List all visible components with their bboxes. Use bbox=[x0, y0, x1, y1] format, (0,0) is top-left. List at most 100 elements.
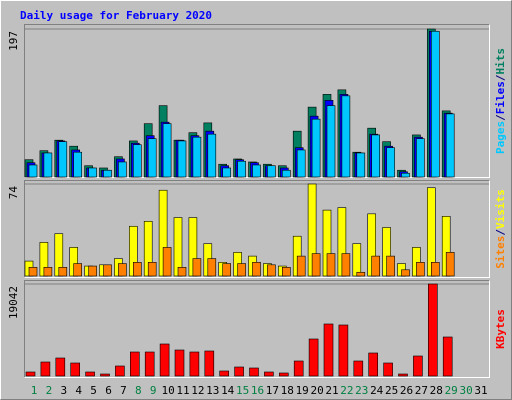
bar bbox=[311, 118, 321, 178]
y-tick-label: 74 bbox=[7, 186, 20, 200]
bar bbox=[144, 351, 155, 377]
bar bbox=[341, 95, 351, 178]
bar bbox=[442, 336, 453, 377]
bar bbox=[25, 371, 36, 377]
bar bbox=[58, 266, 68, 277]
plot-bevel-dark bbox=[24, 180, 490, 278]
bar bbox=[267, 264, 276, 277]
x-tick-label: 27 bbox=[415, 384, 428, 397]
bar bbox=[189, 351, 200, 377]
bar bbox=[130, 351, 140, 377]
bar bbox=[73, 263, 82, 277]
bar bbox=[177, 266, 187, 277]
bar bbox=[234, 366, 244, 377]
bar bbox=[103, 169, 112, 178]
bar bbox=[416, 138, 425, 178]
bar bbox=[28, 266, 38, 277]
legend-entry: Visits bbox=[494, 189, 507, 229]
bar bbox=[192, 258, 202, 277]
bar bbox=[430, 262, 440, 277]
bar bbox=[192, 136, 202, 178]
bar bbox=[28, 164, 38, 178]
x-tick-label: 19 bbox=[296, 384, 309, 397]
plot-bevel-dark bbox=[24, 24, 490, 178]
bar bbox=[311, 253, 321, 277]
bar bbox=[445, 113, 455, 178]
bar bbox=[222, 263, 231, 277]
bar bbox=[401, 269, 410, 277]
bar bbox=[252, 262, 261, 277]
x-tick-label: 23 bbox=[355, 384, 368, 397]
bar bbox=[133, 262, 142, 277]
legend-entry: KBytes bbox=[494, 309, 507, 349]
bar bbox=[401, 172, 410, 178]
bar bbox=[323, 323, 334, 377]
x-tick-label: 14 bbox=[221, 384, 235, 397]
x-tick-label: 28 bbox=[430, 384, 443, 397]
bar bbox=[58, 141, 68, 178]
x-tick-label: 3 bbox=[60, 384, 67, 397]
plot-bevel-light bbox=[24, 180, 490, 278]
x-tick-label: 18 bbox=[281, 384, 294, 397]
bar bbox=[159, 343, 170, 377]
bar bbox=[371, 134, 381, 178]
bar bbox=[356, 152, 366, 178]
x-tick-label: 30 bbox=[459, 384, 472, 397]
bar bbox=[237, 263, 246, 277]
bar bbox=[386, 147, 395, 178]
x-tick-label: 8 bbox=[135, 384, 142, 397]
bar bbox=[133, 144, 142, 178]
bar bbox=[103, 264, 112, 277]
bar bbox=[338, 324, 349, 377]
x-tick-label: 29 bbox=[445, 384, 458, 397]
bar bbox=[219, 370, 229, 377]
bar bbox=[264, 371, 274, 377]
x-tick-label: 21 bbox=[325, 384, 338, 397]
bar bbox=[326, 253, 336, 277]
legend: KBytes bbox=[494, 309, 507, 349]
bar bbox=[100, 373, 110, 377]
legend-separator: / bbox=[494, 114, 507, 121]
bar bbox=[278, 372, 289, 377]
bar bbox=[413, 355, 423, 377]
x-tick-label: 7 bbox=[120, 384, 127, 397]
bar bbox=[249, 367, 259, 377]
bar bbox=[296, 149, 306, 178]
bar bbox=[281, 169, 291, 178]
bar bbox=[427, 283, 438, 377]
legend-entry: Files bbox=[494, 81, 507, 114]
legend: Pages/Files/Hits bbox=[494, 48, 507, 154]
x-tick-label: 17 bbox=[266, 384, 279, 397]
bar bbox=[398, 373, 408, 377]
bar bbox=[353, 360, 364, 377]
legend: Sites/Visits bbox=[494, 189, 507, 269]
y-tick-label: 19042 bbox=[7, 286, 20, 319]
x-tick-label: 12 bbox=[191, 384, 204, 397]
x-tick-label: 16 bbox=[251, 384, 264, 397]
plot-bevel-light bbox=[24, 24, 490, 178]
bar bbox=[162, 247, 172, 277]
x-tick-label: 24 bbox=[370, 384, 384, 397]
bar bbox=[147, 262, 157, 277]
bar bbox=[267, 165, 276, 178]
bar bbox=[308, 338, 319, 377]
legend-separator: / bbox=[494, 229, 507, 236]
bar bbox=[85, 371, 95, 377]
bar bbox=[386, 255, 395, 277]
legend-entry: Pages bbox=[494, 121, 507, 154]
legend-entry: Hits bbox=[494, 48, 507, 75]
bar bbox=[356, 271, 366, 277]
bar bbox=[416, 262, 425, 277]
bar bbox=[70, 362, 80, 377]
x-tick-label: 10 bbox=[161, 384, 174, 397]
bar bbox=[368, 352, 379, 377]
bar bbox=[430, 30, 440, 178]
bar bbox=[162, 123, 172, 178]
x-tick-label: 31 bbox=[474, 384, 487, 397]
x-tick-label: 11 bbox=[176, 384, 189, 397]
x-tick-label: 22 bbox=[340, 384, 353, 397]
x-tick-label: 4 bbox=[75, 384, 82, 397]
